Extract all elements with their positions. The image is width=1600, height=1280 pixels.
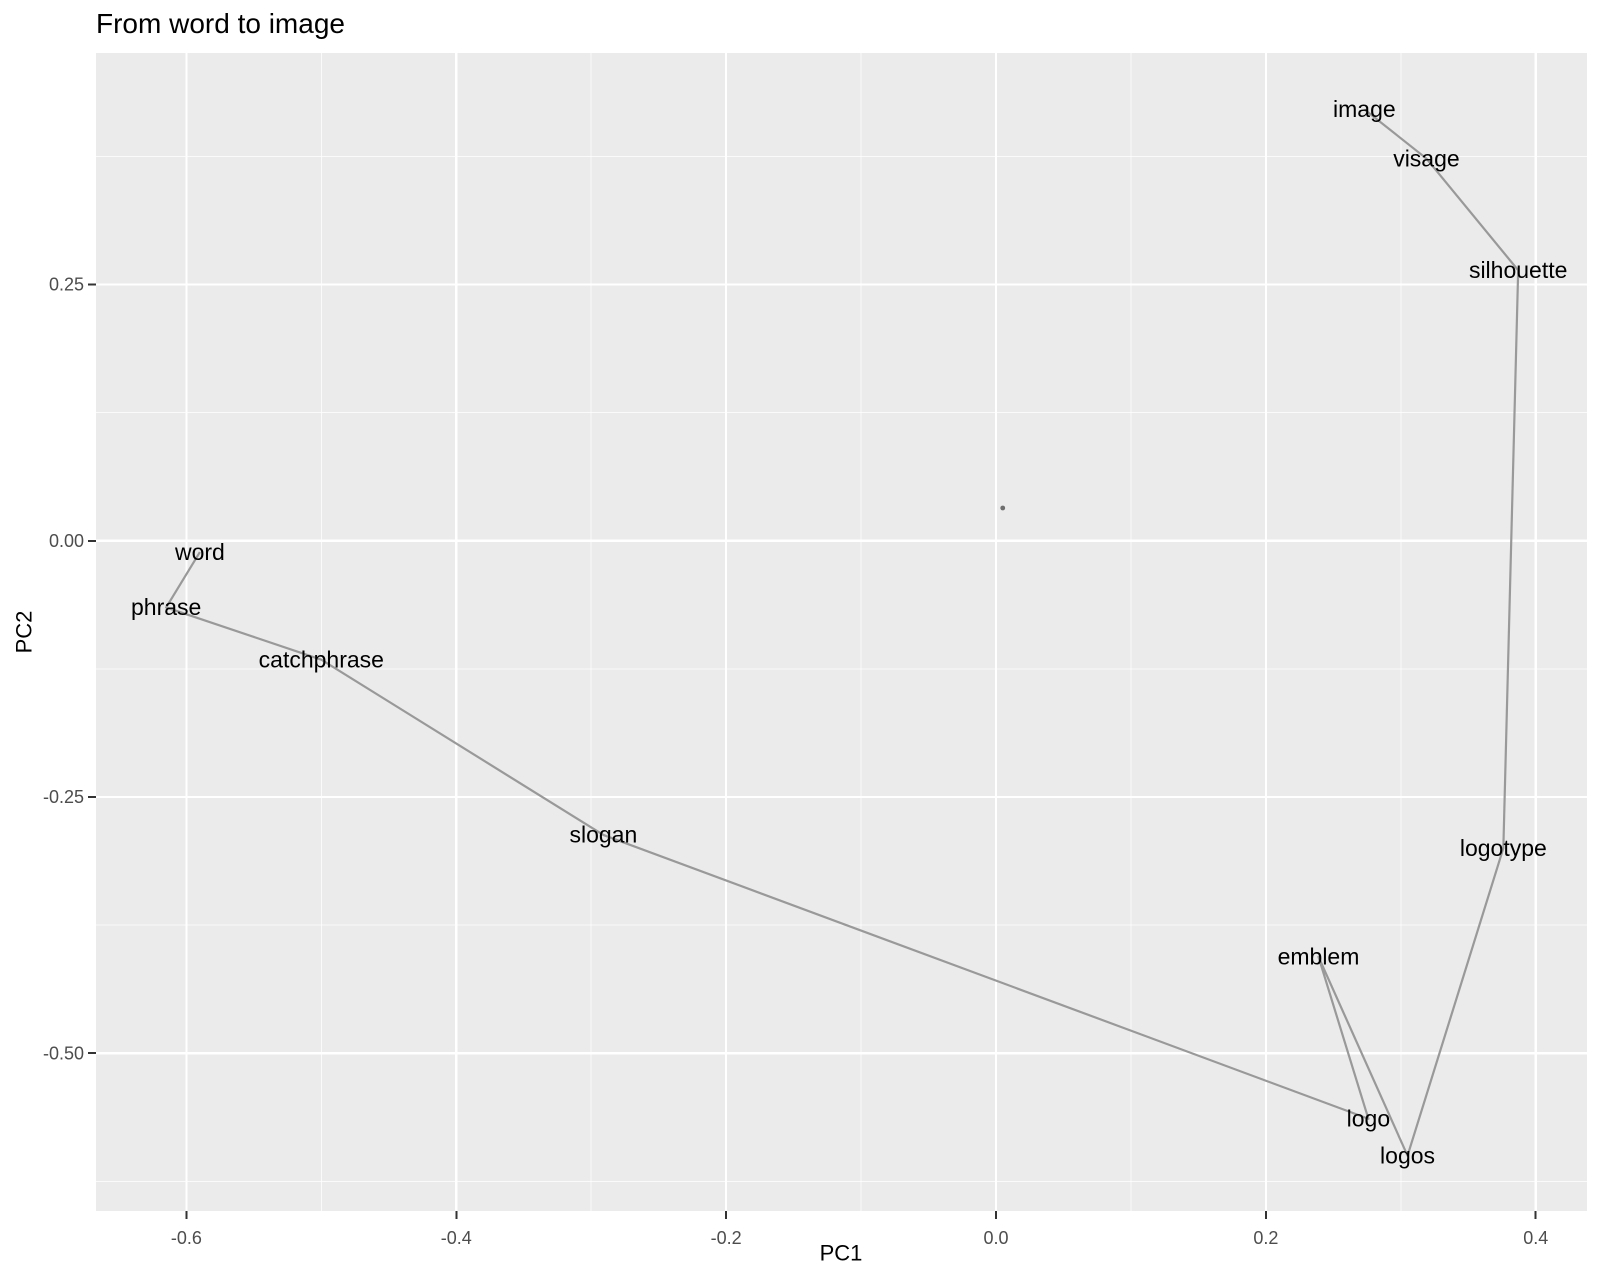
point-label-logotype: logotype: [1460, 835, 1547, 861]
point-label-logos: logos: [1380, 1142, 1435, 1168]
y-axis-title: PC2: [12, 611, 37, 654]
x-tick-label: 0.4: [1523, 1228, 1548, 1248]
point-label-emblem: emblem: [1278, 944, 1360, 970]
data-point-layer: [1000, 505, 1006, 511]
x-tick-label: -0.6: [171, 1228, 202, 1248]
y-tick-label: -0.25: [43, 787, 84, 807]
point-label-visage: visage: [1393, 145, 1459, 171]
x-tick-label: -0.4: [441, 1228, 472, 1248]
point-label-logo: logo: [1347, 1106, 1390, 1132]
point-label-image: image: [1333, 96, 1396, 122]
x-axis-title: PC1: [820, 1241, 863, 1266]
major-gridlines: [96, 53, 1587, 1211]
point-label-phrase: phrase: [131, 594, 201, 620]
y-tick-label: -0.50: [43, 1043, 84, 1063]
point-label-layer: word phrase catchphrase slogan logo emblem log…: [131, 96, 1567, 1168]
plot-panel: [96, 53, 1587, 1211]
point-label-slogan: slogan: [569, 822, 637, 848]
point-label-silhouette: silhouette: [1469, 257, 1567, 283]
x-tick-label: -0.2: [711, 1228, 742, 1248]
plot-title: From word to image: [96, 8, 345, 39]
y-tick-label: 0.25: [49, 275, 84, 295]
minor-gridlines: [96, 53, 1587, 1211]
axis-tick-layer: -0.6 -0.4 -0.2 0.0 0.2 0.4 0.25 0.00 -0.25 -0.50: [43, 275, 1548, 1248]
y-tick-label: 0.00: [49, 531, 84, 551]
data-point: [1000, 505, 1006, 511]
point-label-catchphrase: catchphrase: [259, 646, 384, 672]
series-path-layer: [165, 108, 1520, 1157]
x-tick-label: 0.2: [1253, 1228, 1278, 1248]
x-tick-label: 0.0: [983, 1228, 1008, 1248]
word-to-image-path: [165, 108, 1520, 1157]
point-label-word: word: [174, 539, 225, 565]
